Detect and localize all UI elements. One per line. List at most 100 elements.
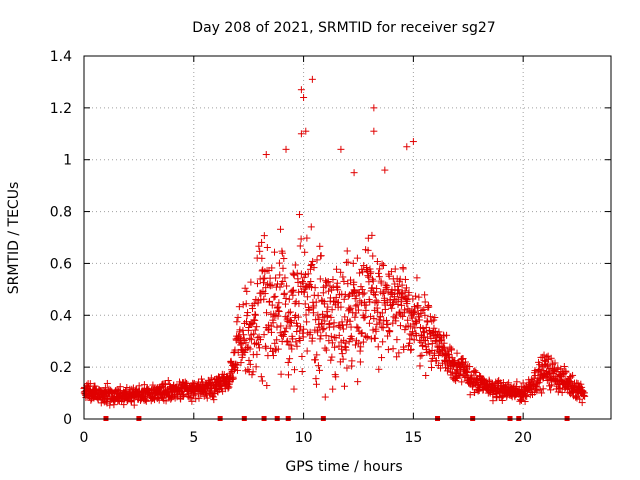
- data-point: [421, 291, 429, 299]
- data-point: [310, 264, 318, 272]
- data-point: [560, 362, 568, 370]
- data-point: [353, 323, 361, 331]
- data-point: [253, 280, 261, 288]
- data-point: [376, 319, 384, 327]
- data-point: [439, 343, 447, 351]
- data-point: [300, 325, 308, 333]
- data-point: [410, 336, 418, 344]
- peak-point: [308, 75, 316, 83]
- data-point: [363, 264, 371, 272]
- data-point: [351, 313, 359, 321]
- x-axis-label: GPS time / hours: [285, 459, 402, 475]
- data-point: [282, 313, 290, 321]
- data-point: [120, 401, 128, 409]
- data-point: [396, 322, 404, 330]
- data-point: [233, 318, 241, 326]
- data-point: [401, 275, 409, 283]
- data-point: [289, 286, 297, 294]
- data-point: [329, 385, 337, 393]
- data-point: [266, 297, 274, 305]
- data-point: [440, 339, 448, 347]
- data-point: [320, 325, 328, 333]
- data-point: [405, 289, 413, 297]
- data-point: [431, 313, 439, 321]
- data-point: [348, 335, 356, 343]
- data-point: [324, 278, 332, 286]
- data-point: [258, 254, 266, 262]
- x-tick-label: 0: [80, 430, 89, 446]
- data-point: [263, 244, 271, 252]
- data-point: [391, 286, 399, 294]
- data-point: [280, 289, 288, 297]
- data-point: [274, 303, 282, 311]
- data-point: [387, 268, 395, 276]
- data-point: [262, 284, 270, 292]
- data-point: [409, 328, 417, 336]
- data-point: [398, 301, 406, 309]
- data-point: [327, 332, 335, 340]
- data-point: [347, 304, 355, 312]
- data-point: [381, 305, 389, 313]
- data-point: [311, 356, 319, 364]
- y-tick-label: 0.2: [50, 360, 72, 376]
- data-point: [140, 381, 148, 389]
- data-point: [310, 302, 318, 310]
- data-point: [243, 312, 251, 320]
- data-point: [307, 223, 315, 231]
- data-point: [276, 271, 284, 279]
- data-point: [444, 347, 452, 355]
- axis-ticks: 0 0.2 0.4 0.6 0.8 1 1.2 1.4 0 5 10 15 20: [50, 49, 611, 446]
- y-axis-label: SRMTID / TECUs: [6, 182, 22, 295]
- data-point: [369, 277, 377, 285]
- data-point: [289, 291, 297, 299]
- peak-point: [381, 166, 389, 174]
- data-point: [397, 298, 405, 306]
- data-point: [384, 346, 392, 354]
- data-point: [378, 354, 386, 362]
- data-point: [270, 293, 278, 301]
- y-tick-label: 1: [63, 153, 72, 169]
- data-point: [384, 332, 392, 340]
- data-point: [327, 313, 335, 321]
- data-point: [420, 329, 428, 337]
- data-point: [247, 278, 255, 286]
- data-point: [356, 269, 364, 277]
- data-point: [348, 357, 356, 365]
- grid-layer: [84, 56, 611, 419]
- data-point: [299, 333, 307, 341]
- data-point: [261, 342, 269, 350]
- data-point: [286, 322, 294, 330]
- data-point: [334, 286, 342, 294]
- data-point: [243, 287, 251, 295]
- data-point: [420, 305, 428, 313]
- data-point: [335, 331, 343, 339]
- data-point: [267, 328, 275, 336]
- data-point: [359, 338, 367, 346]
- data-point: [374, 298, 382, 306]
- data-point: [338, 318, 346, 326]
- data-point: [327, 356, 335, 364]
- data-point: [346, 317, 354, 325]
- data-point: [227, 369, 235, 377]
- data-point: [110, 401, 118, 409]
- data-point: [407, 346, 415, 354]
- data-point: [358, 329, 366, 337]
- data-point: [353, 301, 361, 309]
- data-point: [321, 317, 329, 325]
- data-point: [314, 292, 322, 300]
- data-point: [251, 326, 259, 334]
- data-point: [421, 298, 429, 306]
- data-point: [122, 387, 130, 395]
- data-point: [277, 225, 285, 233]
- data-point: [234, 313, 242, 321]
- data-point: [277, 322, 285, 330]
- data-point: [268, 264, 276, 272]
- data-point: [249, 368, 257, 376]
- data-point: [284, 371, 292, 379]
- data-point: [279, 278, 287, 286]
- data-point: [185, 393, 193, 401]
- data-point: [346, 305, 354, 313]
- data-point: [357, 283, 365, 291]
- data-point: [382, 284, 390, 292]
- x-tick-label: 15: [404, 430, 422, 446]
